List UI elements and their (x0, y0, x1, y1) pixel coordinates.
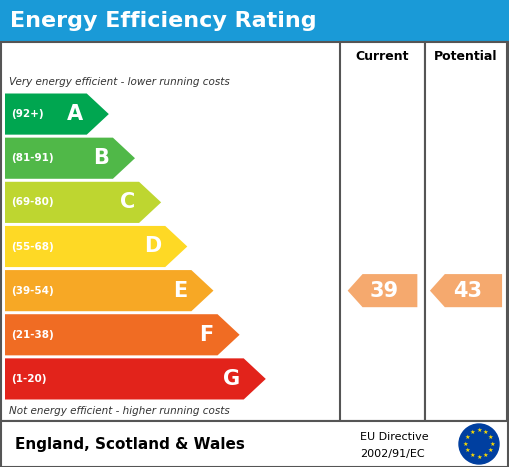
Polygon shape (5, 182, 161, 223)
Text: F: F (200, 325, 214, 345)
Text: Potential: Potential (434, 50, 498, 64)
Polygon shape (5, 93, 109, 134)
Bar (1, 421, 508, 467)
Text: ★: ★ (463, 441, 468, 446)
Text: (69-80): (69-80) (11, 198, 53, 207)
Text: B: B (93, 148, 109, 168)
Text: ★: ★ (464, 448, 470, 453)
Text: ★: ★ (464, 435, 470, 440)
Text: 39: 39 (370, 281, 399, 301)
Text: Not energy efficient - higher running costs: Not energy efficient - higher running co… (9, 406, 230, 416)
Text: (21-38): (21-38) (11, 330, 54, 340)
Text: (92+): (92+) (11, 109, 44, 119)
Bar (0, 0, 509, 42)
Polygon shape (5, 226, 187, 267)
Text: ★: ★ (490, 441, 495, 446)
Text: 43: 43 (453, 281, 482, 301)
Text: E: E (173, 281, 187, 301)
Text: ★: ★ (488, 448, 494, 453)
Text: (81-91): (81-91) (11, 153, 53, 163)
Text: ★: ★ (488, 435, 494, 440)
Text: ★: ★ (483, 453, 489, 458)
Text: ★: ★ (469, 430, 475, 435)
Text: Current: Current (356, 50, 409, 64)
Text: ★: ★ (469, 453, 475, 458)
Polygon shape (5, 138, 135, 179)
Text: (55-68): (55-68) (11, 241, 54, 252)
Bar (340, 42, 425, 421)
Text: D: D (144, 236, 161, 256)
Polygon shape (5, 314, 240, 355)
Text: (39-54): (39-54) (11, 286, 54, 296)
Bar (425, 42, 507, 421)
Text: EU Directive: EU Directive (360, 432, 429, 442)
Bar (1, 42, 508, 421)
Text: C: C (120, 192, 135, 212)
Text: ★: ★ (483, 430, 489, 435)
Text: (1-20): (1-20) (11, 374, 46, 384)
Text: A: A (67, 104, 83, 124)
Text: Very energy efficient - lower running costs: Very energy efficient - lower running co… (9, 77, 230, 87)
Text: 2002/91/EC: 2002/91/EC (360, 449, 425, 459)
Polygon shape (5, 358, 266, 399)
Polygon shape (348, 274, 417, 307)
Polygon shape (5, 270, 213, 311)
Polygon shape (430, 274, 502, 307)
Circle shape (459, 424, 499, 464)
Text: ★: ★ (476, 455, 482, 460)
Text: Energy Efficiency Rating: Energy Efficiency Rating (10, 11, 317, 31)
Text: ★: ★ (476, 428, 482, 433)
Text: England, Scotland & Wales: England, Scotland & Wales (15, 437, 245, 452)
Text: G: G (222, 369, 240, 389)
